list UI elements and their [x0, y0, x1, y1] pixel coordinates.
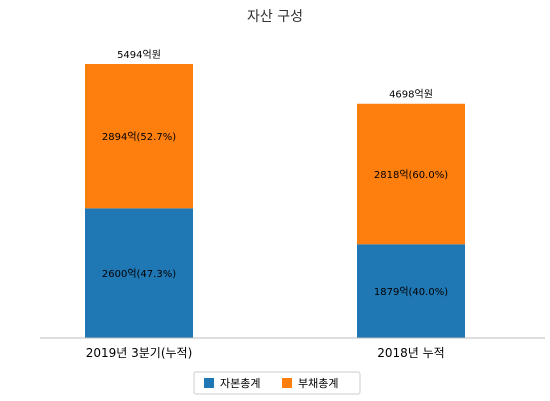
segment-value-label: 2600억(47.3%) [102, 268, 176, 280]
legend-swatch-liabilities [282, 378, 292, 388]
bar-segment-liabilities-1 [357, 103, 465, 245]
segment-value-label: 2818억(60.0%) [374, 169, 448, 181]
segment-value-label: 2894억(52.7%) [102, 131, 176, 143]
legend-box [193, 371, 361, 395]
bar-total-label: 5494억원 [117, 49, 161, 61]
legend-swatch-equity [204, 378, 214, 388]
segment-value-label: 1879억(40.0%) [374, 286, 448, 298]
category-label: 2019년 3분기(누적) [86, 346, 193, 360]
legend: 자본총계 부채총계 [193, 371, 361, 395]
bar-segment-liabilities-0 [85, 64, 193, 209]
legend-label: 부채총계 [298, 377, 338, 390]
bar-segment-equity-0 [85, 208, 193, 338]
bar-segment-equity-1 [357, 244, 465, 338]
chart-title: 자산 구성 [247, 9, 303, 25]
bar-total-label: 4698억원 [389, 89, 433, 101]
legend-label: 자본총계 [220, 377, 260, 390]
category-labels: 2019년 3분기(누적) 2018년 누적 [86, 346, 445, 360]
category-label: 2018년 누적 [377, 346, 444, 360]
bars-group: 2600억(47.3%) 2894억(52.7%) 5494억원 1879억(40.0… [85, 49, 465, 338]
